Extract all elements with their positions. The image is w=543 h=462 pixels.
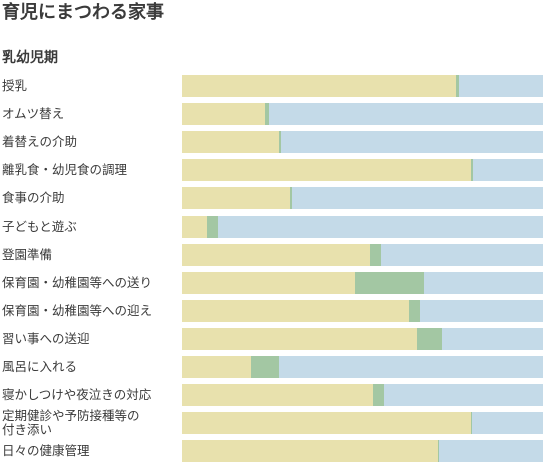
bar-segment-1 <box>182 271 356 294</box>
chart-row: 習い事への送迎 <box>0 327 543 350</box>
bar-segment-1 <box>182 299 410 322</box>
bar-segment-3 <box>439 440 543 462</box>
bar-segment-1 <box>182 384 374 407</box>
category-label: 離乳食・幼児食の調理 <box>2 162 128 178</box>
stacked-bar <box>182 187 543 210</box>
bar-segment-3 <box>380 243 543 266</box>
bar-segment-2 <box>470 159 473 182</box>
stacked-bar <box>182 384 543 407</box>
bar-segment-2 <box>416 327 442 350</box>
stacked-bar <box>182 243 543 266</box>
section-title: 乳幼児期 <box>2 50 58 66</box>
chart-row: 日々の健康管理 <box>0 440 543 462</box>
category-label: 授乳 <box>2 78 28 93</box>
bar-segment-1 <box>182 159 471 182</box>
chart-row: 保育園・幼稚園等への送り <box>0 271 543 294</box>
category-label: 子どもと遊ぶ <box>2 218 77 234</box>
bar-segment-2 <box>369 243 381 266</box>
chart-row: 登園準備 <box>0 243 543 266</box>
chart-row: 子どもと遊ぶ <box>0 215 543 238</box>
category-label: 習い事への送迎 <box>2 330 90 346</box>
bar-segment-3 <box>423 271 543 294</box>
bar-segment-3 <box>279 356 543 378</box>
category-label: 寝かしつけや夜泣きの対応 <box>2 387 152 403</box>
stacked-bar <box>182 75 543 97</box>
bar-segment-1 <box>182 440 439 462</box>
bar-segment-1 <box>182 75 457 97</box>
bar-segment-3 <box>384 384 543 407</box>
chart-row: 食事の介助 <box>0 187 543 210</box>
bar-segment-2 <box>207 215 219 238</box>
bar-segment-1 <box>182 356 251 378</box>
chart-row: 授乳 <box>0 75 543 97</box>
stacked-bar <box>182 412 543 435</box>
category-label: 定期健診や予防接種等の 付き添い <box>2 408 140 438</box>
chart-row: 風呂に入れる <box>0 356 543 378</box>
stacked-bar <box>182 271 543 294</box>
category-label: 保育園・幼稚園等への送り <box>2 274 153 290</box>
bar-segment-3 <box>268 103 543 126</box>
category-label: 食事の介助 <box>2 190 65 206</box>
bar-segment-2 <box>265 103 269 126</box>
bar-segment-1 <box>182 131 280 154</box>
bar-segment-3 <box>420 299 543 322</box>
bar-segment-1 <box>182 215 208 238</box>
category-label: 登園準備 <box>2 246 53 262</box>
bar-segment-2 <box>409 299 421 322</box>
bar-segment-3 <box>472 159 543 182</box>
bar-segment-1 <box>182 103 266 126</box>
category-label: 風呂に入れる <box>2 359 78 374</box>
category-label: 保育園・幼稚園等への迎え <box>2 302 153 318</box>
stacked-bar <box>182 299 543 322</box>
bar-segment-3 <box>218 215 543 238</box>
bar-segment-2 <box>470 412 473 435</box>
chart-row: 寝かしつけや夜泣きの対応 <box>0 384 543 407</box>
category-label: 日々の健康管理 <box>2 443 90 459</box>
bar-segment-2 <box>373 384 385 407</box>
bar-segment-2 <box>279 131 282 154</box>
bar-segment-1 <box>182 243 370 266</box>
category-label: 着替えの介助 <box>2 134 78 150</box>
chart-row: 離乳食・幼児食の調理 <box>0 159 543 182</box>
bar-segment-2 <box>355 271 424 294</box>
page-title: 育児にまつわる家事 <box>2 2 164 23</box>
bar-segment-2 <box>290 187 293 210</box>
stacked-bar <box>182 327 543 350</box>
stacked-bar <box>182 440 543 462</box>
chart-row: 定期健診や予防接種等の 付き添い <box>0 408 543 438</box>
stacked-bar <box>182 103 543 126</box>
bar-segment-2 <box>438 440 440 462</box>
bar-segment-2 <box>250 356 280 378</box>
bar-segment-3 <box>441 327 543 350</box>
stacked-bar <box>182 356 543 378</box>
bar-segment-3 <box>458 75 543 97</box>
bar-segment-2 <box>456 75 459 97</box>
stacked-bar <box>182 215 543 238</box>
stacked-bar <box>182 131 543 154</box>
bar-segment-3 <box>281 131 543 154</box>
stacked-bar <box>182 159 543 182</box>
category-label: オムツ替え <box>2 106 65 122</box>
bar-segment-3 <box>292 187 543 210</box>
chart-row: 保育園・幼稚園等への迎え <box>0 299 543 322</box>
bar-segment-1 <box>182 187 291 210</box>
bar-segment-1 <box>182 327 417 350</box>
bar-segment-3 <box>472 412 543 435</box>
bar-segment-1 <box>182 412 471 435</box>
chart-row: 着替えの介助 <box>0 131 543 154</box>
chart-row: オムツ替え <box>0 103 543 126</box>
